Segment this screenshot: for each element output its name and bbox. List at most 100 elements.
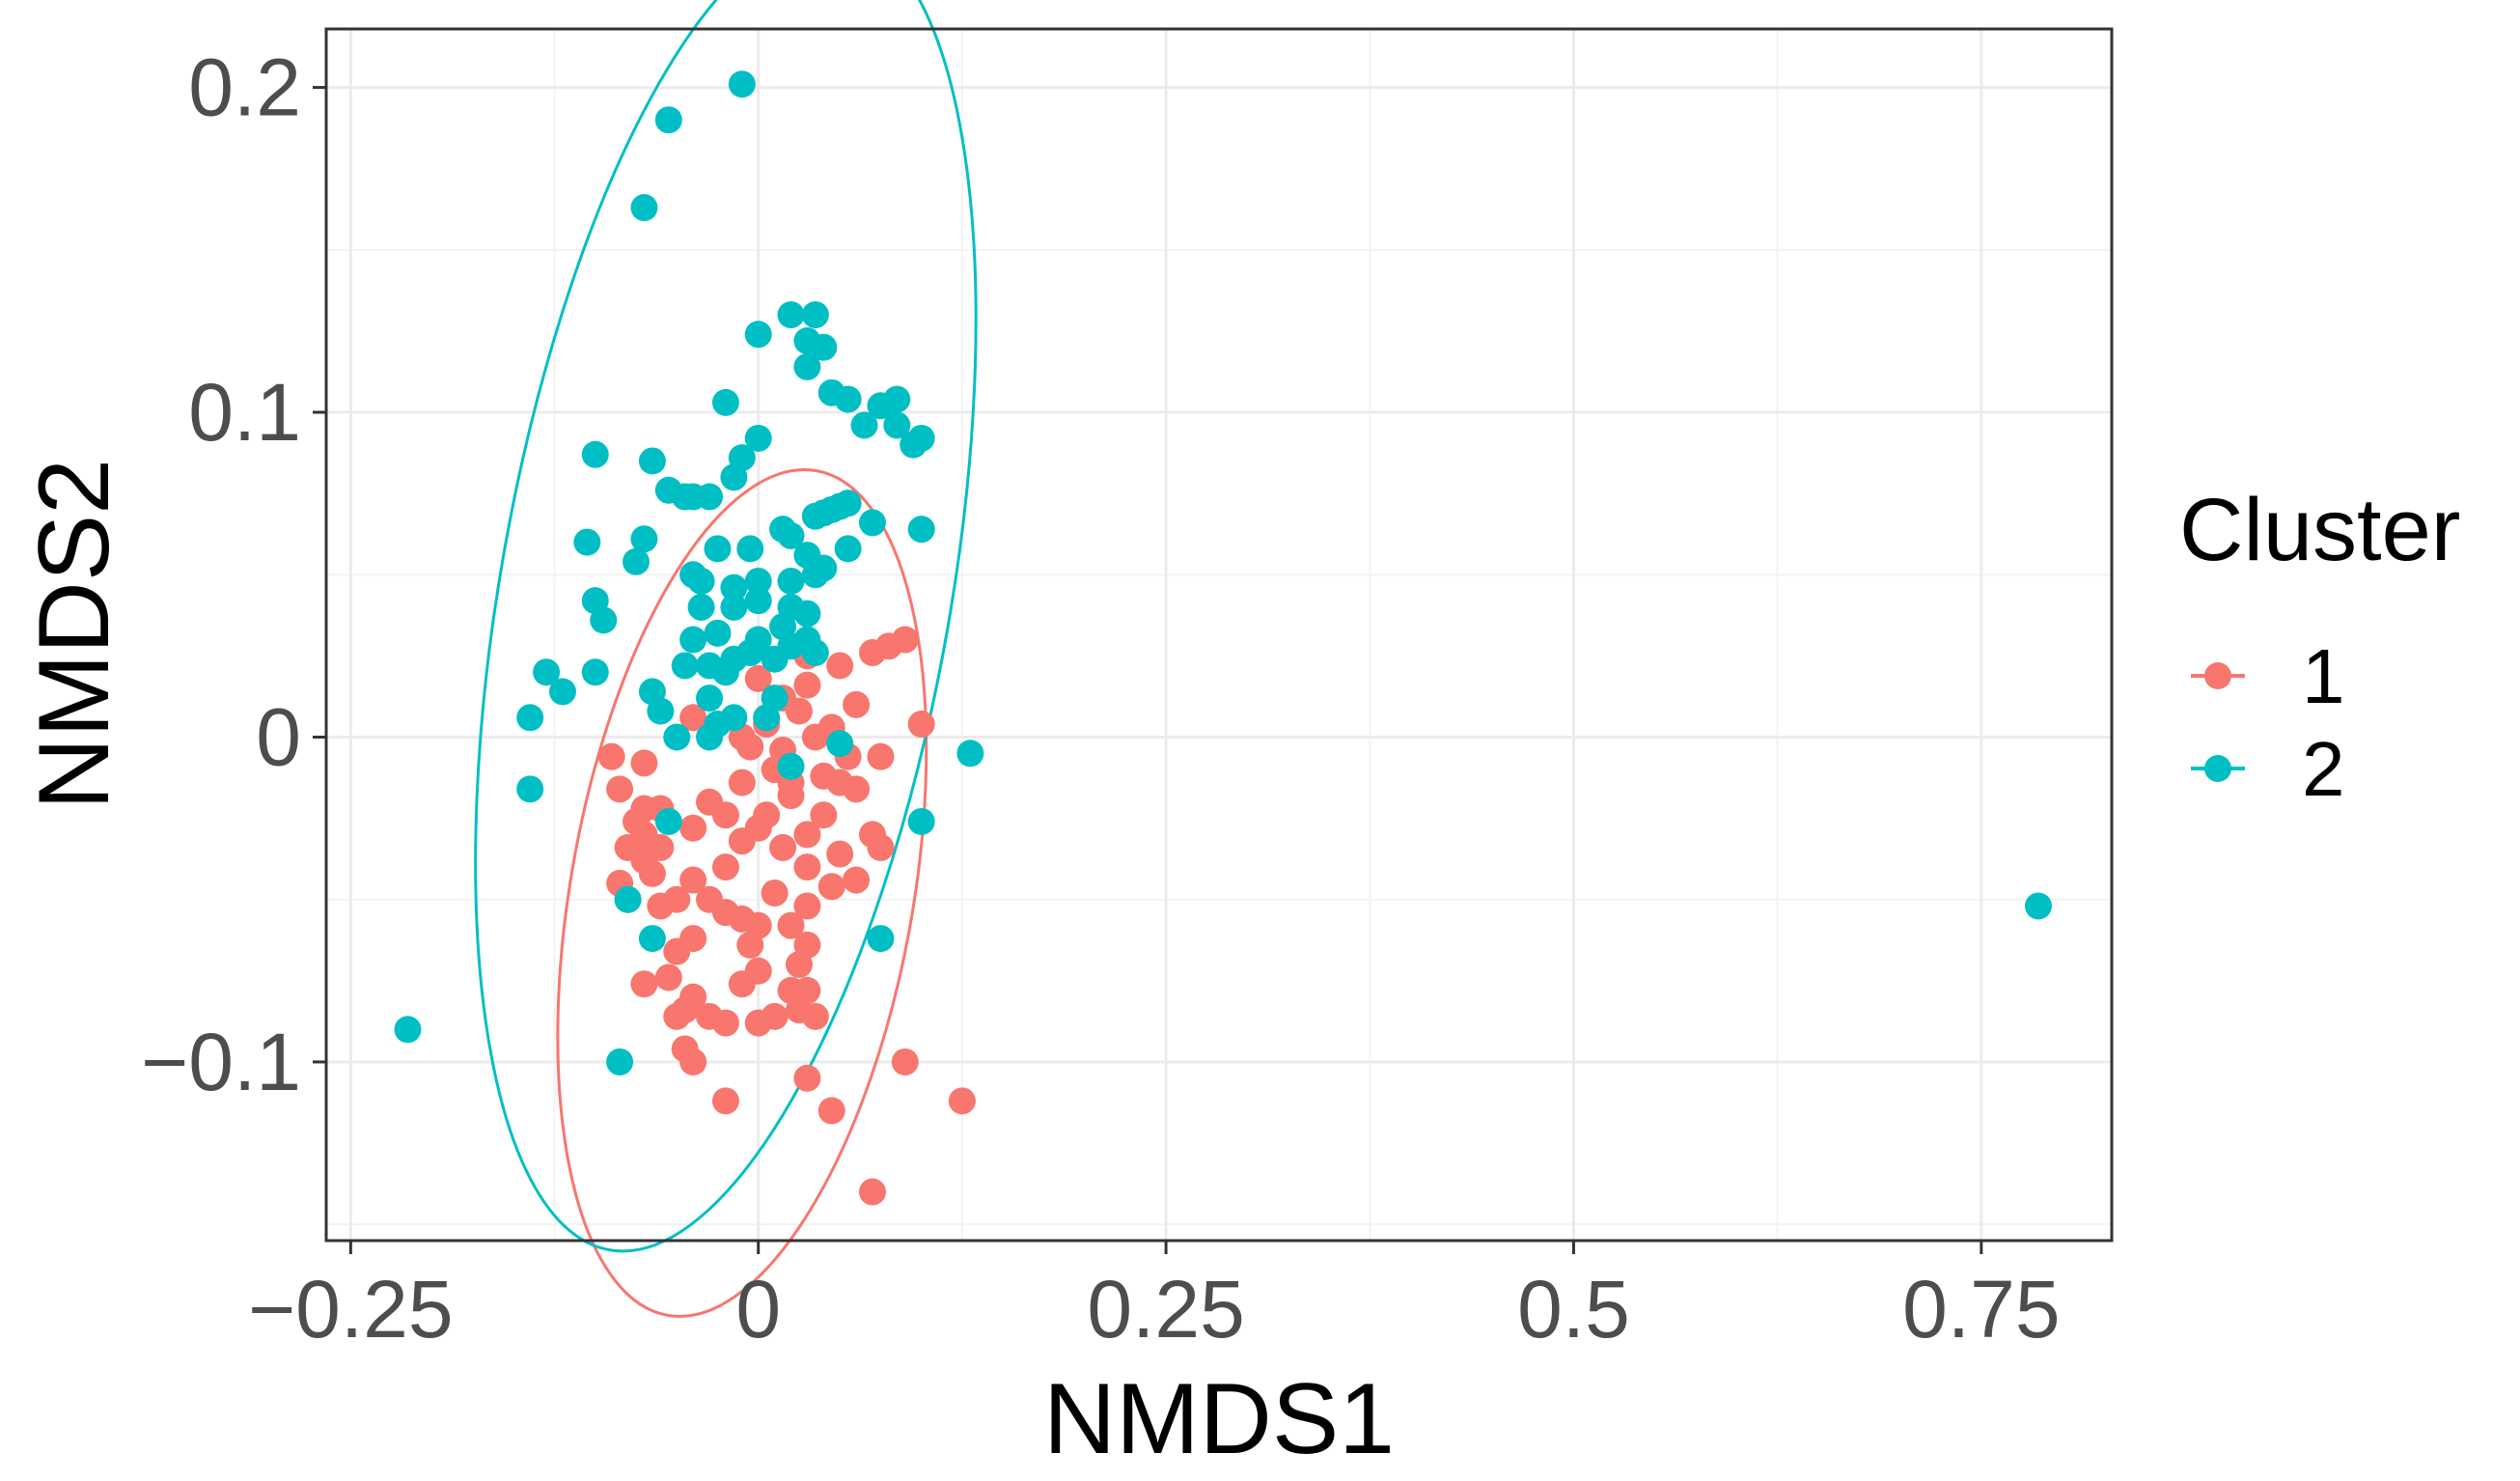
point-cluster-2 [679,626,707,654]
point-cluster-2 [590,606,618,634]
point-cluster-2 [777,301,805,329]
point-cluster-1 [769,833,797,861]
point-cluster-2 [728,444,756,472]
point-cluster-2 [696,723,724,751]
point-cluster-2 [777,567,805,595]
point-cluster-2 [777,521,805,549]
point-cluster-1 [679,704,707,732]
point-cluster-2 [614,885,642,913]
data-points [394,70,2052,1206]
point-cluster-1 [736,733,764,761]
point-cluster-2 [793,600,821,628]
point-cluster-1 [736,931,764,959]
point-cluster-2 [606,1048,634,1076]
point-cluster-1 [801,723,829,751]
point-cluster-1 [663,937,691,965]
point-cluster-2 [826,730,854,758]
point-cluster-2 [744,424,772,452]
x-tick-label: 0.75 [1902,1264,2061,1355]
point-cluster-1 [793,671,821,699]
x-tick-label: 0.25 [1087,1264,1245,1355]
point-cluster-2 [720,573,748,601]
point-cluster-1 [777,911,805,939]
point-cluster-2 [630,194,658,222]
point-cluster-1 [679,814,707,842]
point-cluster-1 [858,639,886,667]
point-cluster-2 [704,619,732,647]
point-cluster-1 [817,873,845,901]
point-cluster-2 [573,528,601,556]
point-cluster-1 [744,664,772,692]
legend-label-1: 1 [2302,633,2345,719]
point-cluster-1 [891,1048,919,1076]
legend-items: 12 [2191,633,2345,812]
y-tick-label: −0.1 [141,1017,301,1107]
point-cluster-1 [801,1002,829,1030]
legend-key-point-1 [2204,662,2231,689]
point-cluster-2 [647,697,675,725]
point-cluster-2 [801,502,829,530]
point-cluster-2 [711,388,739,416]
point-cluster-1 [948,1087,976,1115]
point-cluster-2 [581,658,609,686]
point-cluster-1 [597,742,625,770]
point-cluster-2 [900,431,928,459]
point-cluster-2 [858,509,886,537]
point-cluster-2 [696,685,724,713]
point-cluster-1 [647,892,675,920]
point-cluster-1 [793,853,821,881]
point-cluster-2 [761,645,789,673]
point-cluster-2 [720,593,748,621]
point-cluster-1 [817,1097,845,1125]
point-cluster-2 [394,1016,422,1044]
point-cluster-2 [663,723,691,751]
point-cluster-2 [907,807,935,835]
legend-label-2: 2 [2302,726,2345,812]
point-cluster-1 [744,1009,772,1037]
point-cluster-2 [883,411,911,439]
point-cluster-2 [834,385,862,413]
point-cluster-1 [728,827,756,855]
point-cluster-1 [777,782,805,810]
x-tick-label: 0.5 [1517,1264,1630,1355]
point-cluster-2 [516,775,544,803]
point-cluster-2 [711,658,739,686]
x-axis-title: NMDS1 [1043,1363,1395,1475]
confidence-ellipses [474,0,978,1318]
plot-panel-border [324,27,2114,1243]
point-cluster-1 [711,853,739,881]
point-cluster-2 [581,440,609,468]
point-cluster-2 [801,301,829,329]
point-cluster-1 [843,775,871,803]
confidence-ellipse-cluster-1 [556,468,928,1318]
point-cluster-2 [907,516,935,544]
point-cluster-2 [679,561,707,589]
point-cluster-2 [777,752,805,780]
point-cluster-2 [810,333,838,361]
point-cluster-2 [801,639,829,667]
point-cluster-2 [956,740,984,768]
y-tick-label: 0.1 [188,367,301,458]
point-cluster-2 [623,547,651,575]
point-cluster-2 [654,106,682,134]
x-tick-label: −0.25 [248,1264,454,1355]
point-cluster-1 [711,801,739,829]
point-cluster-2 [744,321,772,349]
point-cluster-2 [850,411,878,439]
y-axis-title: NMDS2 [18,459,130,810]
point-cluster-1 [679,866,707,894]
point-cluster-1 [606,775,634,803]
point-cluster-2 [867,925,895,953]
point-cluster-2 [744,567,772,595]
point-cluster-2 [548,678,576,706]
point-cluster-1 [761,879,789,907]
point-cluster-2 [696,483,724,511]
point-cluster-1 [810,801,838,829]
point-cluster-1 [728,970,756,998]
point-cluster-1 [867,742,895,770]
point-cluster-2 [801,561,829,589]
point-cluster-1 [793,892,821,920]
point-cluster-2 [834,535,862,563]
point-cluster-2 [2024,892,2052,920]
